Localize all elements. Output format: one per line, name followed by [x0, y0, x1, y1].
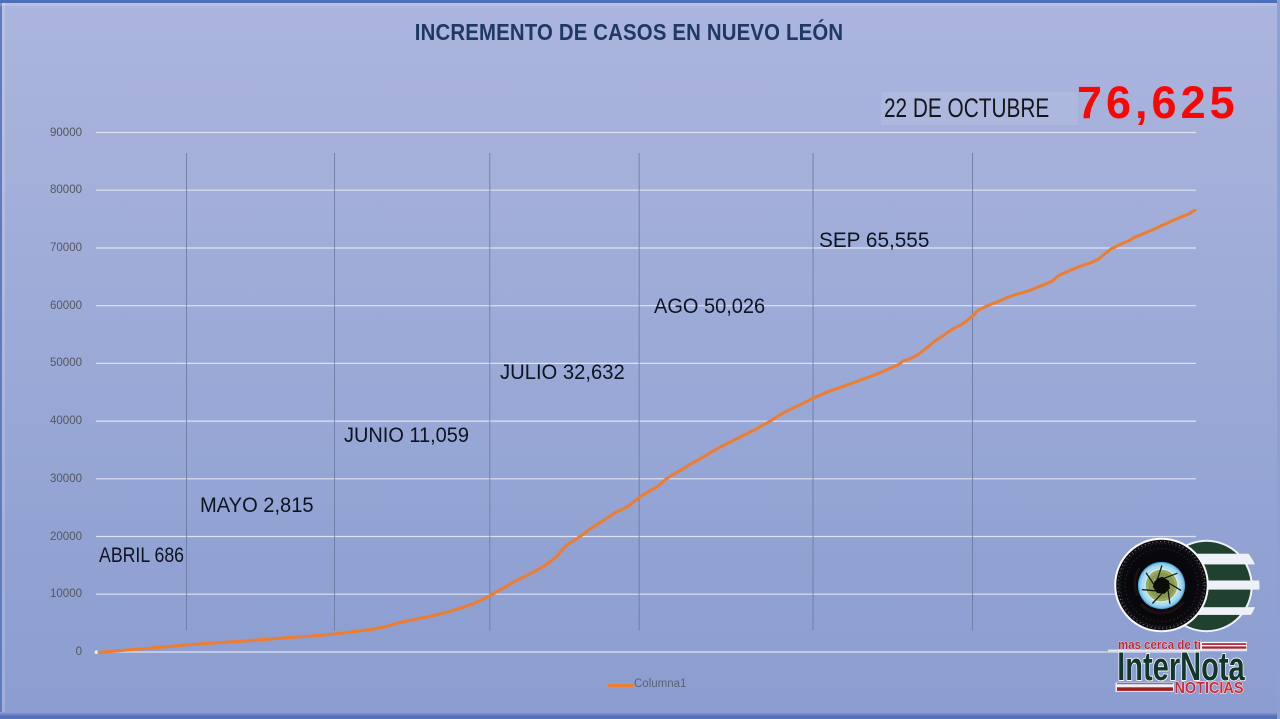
svg-text:mas cerca de ti: mas cerca de ti	[1118, 637, 1201, 652]
svg-text:NOTICIAS: NOTICIAS	[1175, 680, 1244, 697]
svg-text:InterNota: InterNota	[1117, 645, 1245, 689]
